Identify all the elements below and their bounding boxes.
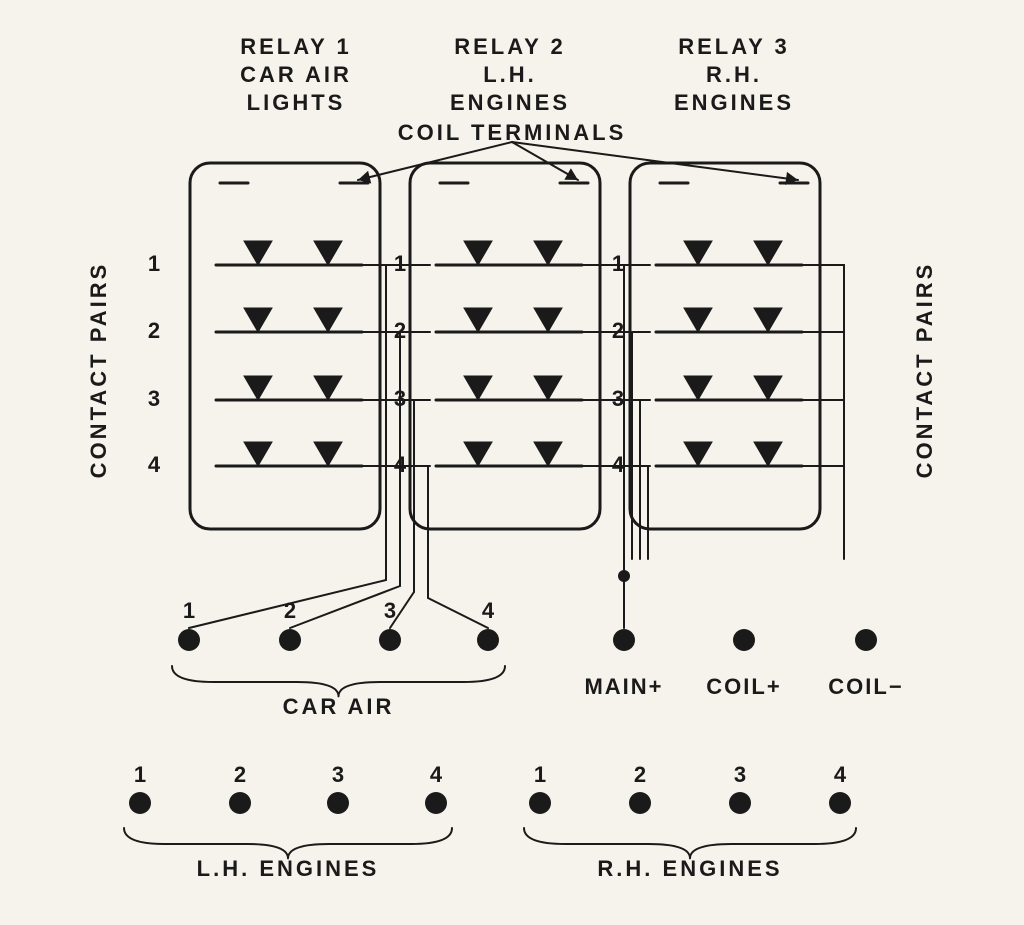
relay-title: RELAY 2 [454,34,566,59]
terminal-number: 3 [734,762,746,787]
contact-arrow-icon [464,241,492,265]
relay-diagram: RELAY 1 CAR AIR LIGHTS RELAY 2 L.H. ENGINES RE… [0,0,1024,925]
contact-arrow-icon [684,308,712,332]
relay-box [190,163,380,529]
contact-arrow-icon [314,442,342,466]
contact-arrow-icon [314,241,342,265]
contact-arrow-icon [684,241,712,265]
terminal-dot [829,792,851,814]
relay-box [630,163,820,529]
terminal-dot [618,570,630,582]
relay-title: RELAY 3 [678,34,790,59]
row-number: 4 [612,452,625,477]
terminal-number: 4 [834,762,847,787]
terminal-number: 3 [384,598,396,623]
terminal-number: 1 [134,762,146,787]
relay-title: CAR AIR [240,62,352,87]
terminal-dot [229,792,251,814]
row-number: 1 [612,251,624,276]
terminal-number: 3 [332,762,344,787]
relay-title: L.H. [483,62,537,87]
terminal-dot [379,629,401,651]
row-number: 3 [148,386,160,411]
contact-arrow-icon [534,376,562,400]
row-number: 2 [148,318,160,343]
terminal-label: MAIN+ [584,674,663,699]
row-number: 3 [612,386,624,411]
brace [524,828,856,858]
rh-engines-label: R.H. ENGINES [597,856,782,881]
terminal-number: 2 [284,598,296,623]
contact-arrow-icon [244,308,272,332]
contact-arrow-icon [754,241,782,265]
relay-title: R.H. [706,62,762,87]
terminal-dot [855,629,877,651]
row-number: 1 [394,251,406,276]
terminal-dot [327,792,349,814]
contact-arrow-icon [314,376,342,400]
terminal-dot [279,629,301,651]
contact-arrow-icon [464,308,492,332]
leader-line [358,142,512,180]
terminal-dot [729,792,751,814]
brace [172,666,505,696]
relay-title: ENGINES [450,90,570,115]
contact-arrow-icon [754,376,782,400]
lh-engines-label: L.H. ENGINES [197,856,380,881]
terminal-number: 1 [534,762,546,787]
terminal-dot [529,792,551,814]
terminal-dot [733,629,755,651]
terminal-dot [613,629,635,651]
leader-line [512,142,798,180]
terminal-dot [129,792,151,814]
terminal-number: 2 [234,762,246,787]
contact-arrow-icon [684,442,712,466]
contact-arrow-icon [754,308,782,332]
row-number: 1 [148,251,160,276]
terminal-dot [629,792,651,814]
terminal-number: 2 [634,762,646,787]
contact-pairs-left: CONTACT PAIRS [86,262,111,479]
terminal-number: 4 [482,598,495,623]
contact-arrow-icon [534,442,562,466]
terminal-number: 1 [183,598,195,623]
contact-arrow-icon [464,442,492,466]
relay-title: RELAY 1 [240,34,352,59]
terminal-dot [477,629,499,651]
row-number: 4 [148,452,161,477]
contact-arrow-icon [684,376,712,400]
contact-arrow-icon [534,241,562,265]
row-number: 2 [612,318,624,343]
terminal-label: COIL+ [706,674,781,699]
contact-arrow-icon [244,241,272,265]
terminal-number: 4 [430,762,443,787]
contact-pairs-right: CONTACT PAIRS [912,262,937,479]
terminal-dot [178,629,200,651]
contact-arrow-icon [244,442,272,466]
contact-arrow-icon [754,442,782,466]
terminal-dot [425,792,447,814]
relay-box [410,163,600,529]
relay-title: ENGINES [674,90,794,115]
brace [124,828,452,858]
car-air-label: CAR AIR [283,694,395,719]
contact-arrow-icon [244,376,272,400]
contact-arrow-icon [464,376,492,400]
contact-arrow-icon [314,308,342,332]
relay-title: LIGHTS [247,90,346,115]
contact-arrow-icon [534,308,562,332]
terminal-label: COIL− [828,674,903,699]
